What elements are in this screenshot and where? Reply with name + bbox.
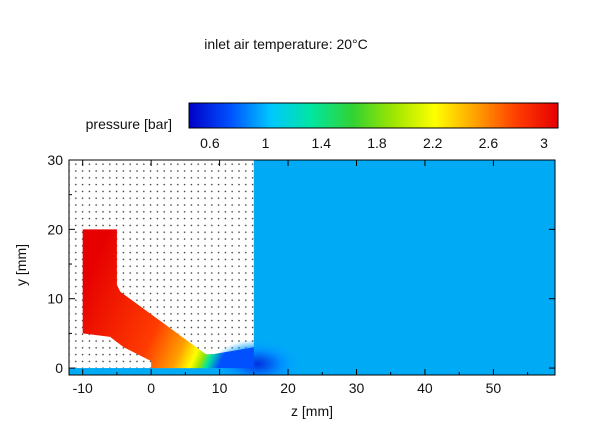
y-axis-label: y [mm]: [13, 244, 29, 286]
colorbar-label: pressure [bar]: [86, 116, 172, 132]
y-axis-ticks: 0 10 20 30: [47, 152, 555, 376]
colorbar-tick-label: 1.4: [312, 135, 332, 151]
nozzle-flow-region: [82, 229, 254, 369]
x-tick-label: 10: [212, 380, 228, 396]
x-axis-label: z [mm]: [291, 403, 333, 419]
y-tick-label: 0: [55, 360, 63, 376]
colorbar-tick-label: 2.6: [479, 135, 499, 151]
x-tick-label: 30: [349, 380, 365, 396]
colorbar-tick-label: 1.8: [367, 135, 387, 151]
y-tick-label: 20: [47, 221, 63, 237]
x-tick-label: 0: [147, 380, 155, 396]
x-tick-label: -10: [73, 380, 93, 396]
colorbar-ticks: 0.6 1 1.4 1.8 2.2 2.6 3: [200, 135, 548, 151]
x-tick-label: 50: [486, 380, 502, 396]
colorbar-tick-label: 2.2: [423, 135, 443, 151]
colorbar: [188, 102, 559, 129]
x-tick-label: 20: [280, 380, 296, 396]
chart-title: inlet air temperature: 20°C: [204, 36, 368, 52]
colorbar-tick-label: 0.6: [200, 135, 220, 151]
y-tick-label: 10: [47, 291, 63, 307]
x-axis-ticks: -10 0 10 20 30 40 50: [73, 160, 529, 396]
plot-area: [68, 159, 556, 376]
y-tick-label: 30: [47, 152, 63, 168]
colorbar-tick-label: 3: [540, 135, 548, 151]
colorbar-tick-label: 1: [262, 135, 270, 151]
plot-frame: [68, 159, 556, 376]
x-tick-label: 40: [417, 380, 433, 396]
